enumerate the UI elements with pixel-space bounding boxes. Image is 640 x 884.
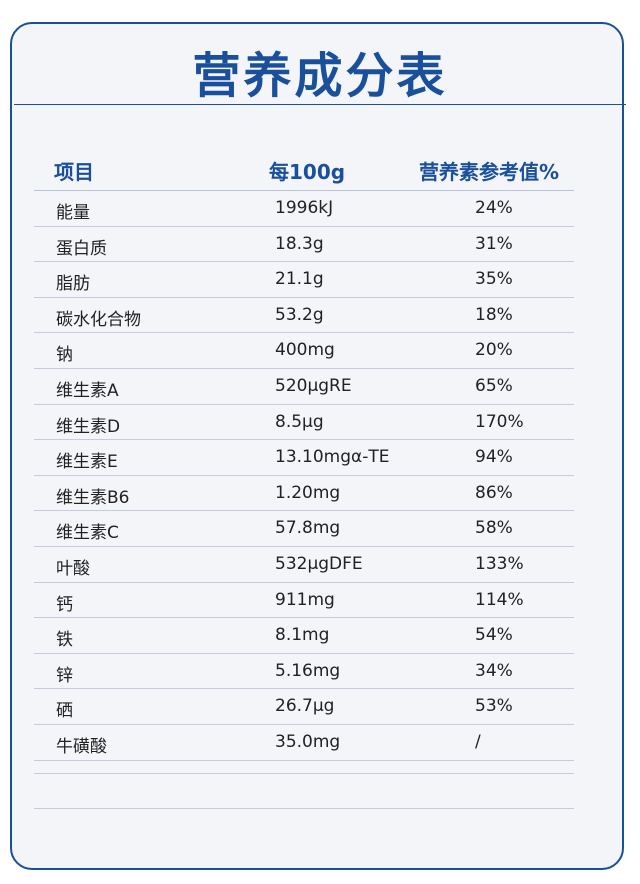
cell-per100g: 532μgDFE xyxy=(275,553,363,574)
cell-item: 硒 xyxy=(56,701,73,722)
table-empty-row-divider xyxy=(34,773,574,774)
cell-nrv: 24% xyxy=(475,198,513,218)
cell-nrv: 54% xyxy=(475,625,513,646)
cell-per100g: 26.7μg xyxy=(275,696,335,717)
table-row: 铁 8.1mg 54% xyxy=(34,618,574,654)
cell-nrv: 58% xyxy=(475,518,513,539)
cell-per100g: 400mg xyxy=(275,340,335,361)
table-row: 能量 1996kJ 24% xyxy=(34,191,574,227)
cell-nrv: 35% xyxy=(475,269,513,290)
table-row: 蛋白质 18.3g 31% xyxy=(34,227,574,263)
cell-item: 锌 xyxy=(56,665,73,686)
cell-per100g: 57.8mg xyxy=(275,518,341,539)
cell-per100g: 35.0mg xyxy=(275,731,341,752)
cell-per100g: 18.3g xyxy=(275,233,324,254)
cell-per100g: 13.10mgα-TE xyxy=(275,447,390,468)
title-divider xyxy=(14,104,626,105)
cell-nrv: 18% xyxy=(475,304,513,325)
cell-item: 叶酸 xyxy=(56,558,90,579)
table-row: 维生素D 8.5μg 170% xyxy=(34,405,574,441)
cell-nrv: 65% xyxy=(475,375,513,396)
cell-nrv: 133% xyxy=(475,553,524,574)
cell-per100g: 53.2g xyxy=(275,304,324,325)
table-row: 叶酸 532μgDFE 133% xyxy=(34,547,574,583)
table-row: 碳水化合物 53.2g 18% xyxy=(34,298,574,334)
cell-item: 维生素D xyxy=(56,416,121,437)
cell-nrv: 53% xyxy=(475,696,513,717)
cell-per100g: 21.1g xyxy=(275,269,324,290)
cell-item: 钙 xyxy=(56,594,73,615)
cell-item: 维生素C xyxy=(56,523,119,544)
page-title: 营养成分表 xyxy=(192,48,448,104)
table-row: 维生素C 57.8mg 58% xyxy=(34,511,574,547)
cell-per100g: 8.1mg xyxy=(275,625,330,646)
cell-nrv: 34% xyxy=(475,660,513,681)
cell-item: 牛磺酸 xyxy=(56,736,107,757)
cell-item: 铁 xyxy=(56,630,73,651)
cell-item: 蛋白质 xyxy=(56,238,107,259)
column-header-nrv: 营养素参考值% xyxy=(419,160,560,184)
cell-nrv: 94% xyxy=(475,447,513,468)
table-row: 牛磺酸 35.0mg / xyxy=(34,725,574,761)
cell-per100g: 8.5μg xyxy=(275,411,324,432)
cell-item: 钠 xyxy=(56,345,73,366)
cell-nrv: 20% xyxy=(475,340,513,361)
cell-nrv: 86% xyxy=(475,482,513,503)
table-row: 维生素B6 1.20mg 86% xyxy=(34,476,574,512)
cell-item: 维生素A xyxy=(56,380,119,401)
cell-item: 碳水化合物 xyxy=(56,309,141,330)
cell-per100g: 5.16mg xyxy=(275,660,341,681)
table-row: 硒 26.7μg 53% xyxy=(34,689,574,725)
table-row: 钙 911mg 114% xyxy=(34,583,574,619)
cell-nrv: / xyxy=(475,731,481,752)
cell-per100g: 911mg xyxy=(275,589,335,610)
table-header: 项目 每100g 营养素参考值% xyxy=(34,148,574,191)
cell-nrv: 114% xyxy=(475,589,524,610)
nutrition-table: 项目 每100g 营养素参考值% 能量 1996kJ 24% 蛋白质 18.3g 31% 脂… xyxy=(34,148,574,761)
cell-per100g: 1996kJ xyxy=(275,198,334,218)
column-header-item: 项目 xyxy=(54,160,94,184)
table-row: 锌 5.16mg 34% xyxy=(34,654,574,690)
table-row: 维生素A 520μgRE 65% xyxy=(34,369,574,405)
cell-item: 维生素E xyxy=(56,452,118,473)
nutrition-facts-card xyxy=(10,22,624,870)
table-bottom-divider xyxy=(34,808,574,809)
cell-per100g: 520μgRE xyxy=(275,375,352,396)
column-header-per100g: 每100g xyxy=(269,160,346,184)
cell-nrv: 170% xyxy=(475,411,524,432)
table-row: 维生素E 13.10mgα-TE 94% xyxy=(34,440,574,476)
cell-per100g: 1.20mg xyxy=(275,482,341,503)
cell-item: 能量 xyxy=(56,203,90,223)
cell-item: 脂肪 xyxy=(56,274,90,295)
table-row: 脂肪 21.1g 35% xyxy=(34,262,574,298)
table-row: 钠 400mg 20% xyxy=(34,333,574,369)
cell-nrv: 31% xyxy=(475,233,513,254)
cell-item: 维生素B6 xyxy=(56,487,130,508)
